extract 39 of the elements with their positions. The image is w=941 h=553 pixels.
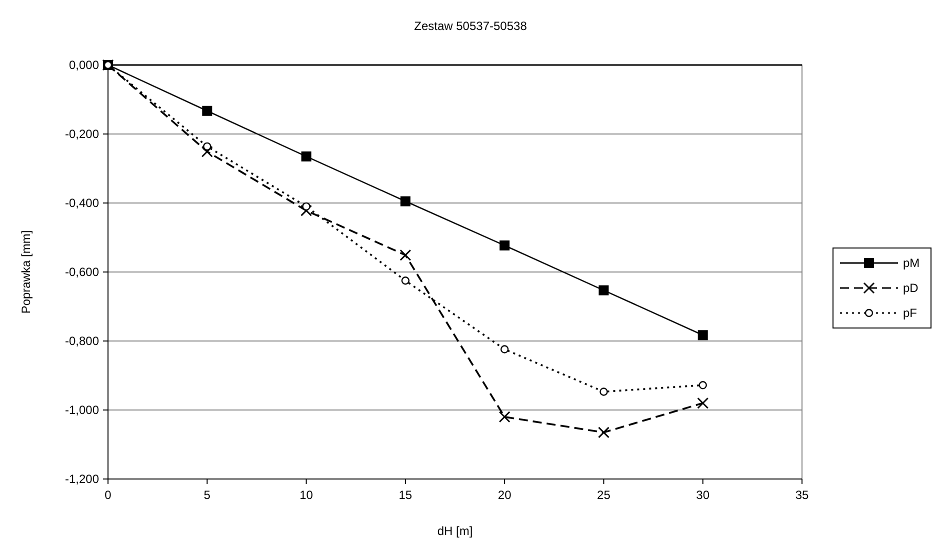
x-tick-label: 30 <box>696 488 710 502</box>
point <box>302 202 310 211</box>
x-tick-label: 15 <box>398 488 412 502</box>
y-tick-label: 0,000 <box>68 58 100 72</box>
x-axis-title: dH [m] <box>437 524 473 538</box>
x-tick-label: 25 <box>597 488 611 502</box>
point <box>203 142 212 151</box>
point <box>698 381 707 390</box>
point <box>300 204 312 216</box>
point <box>201 146 213 158</box>
point <box>400 249 412 261</box>
y-tick-label: -0,800 <box>64 334 100 348</box>
x-tick-label: 0 <box>104 488 112 502</box>
point <box>202 106 212 116</box>
point <box>598 285 609 296</box>
point <box>500 345 509 354</box>
point <box>400 196 410 206</box>
x-tick-label: 35 <box>795 488 809 502</box>
x-tick-label: 5 <box>204 488 211 502</box>
point <box>500 240 510 250</box>
point <box>401 276 410 285</box>
x-tick-label: 20 <box>498 488 512 502</box>
y-tick-label: -0,400 <box>64 196 100 210</box>
y-tick-label: -1,200 <box>64 472 100 486</box>
x-tick-label: 10 <box>300 488 314 502</box>
legend-label: pF <box>903 306 918 320</box>
legend-label: pM <box>903 256 920 270</box>
point <box>697 397 709 409</box>
y-axis-title: Poprawka [mm] <box>19 230 33 314</box>
legend-label: pD <box>903 281 919 296</box>
point <box>600 388 608 396</box>
y-tick-label: -0,600 <box>64 265 100 280</box>
point <box>498 411 510 423</box>
y-tick-label: -1,000 <box>64 403 100 418</box>
y-tick-label: -0,200 <box>64 127 100 142</box>
point <box>698 330 708 340</box>
point <box>598 426 610 438</box>
chart-title: Zestaw 50537-50538 <box>414 19 528 33</box>
point <box>301 151 312 162</box>
